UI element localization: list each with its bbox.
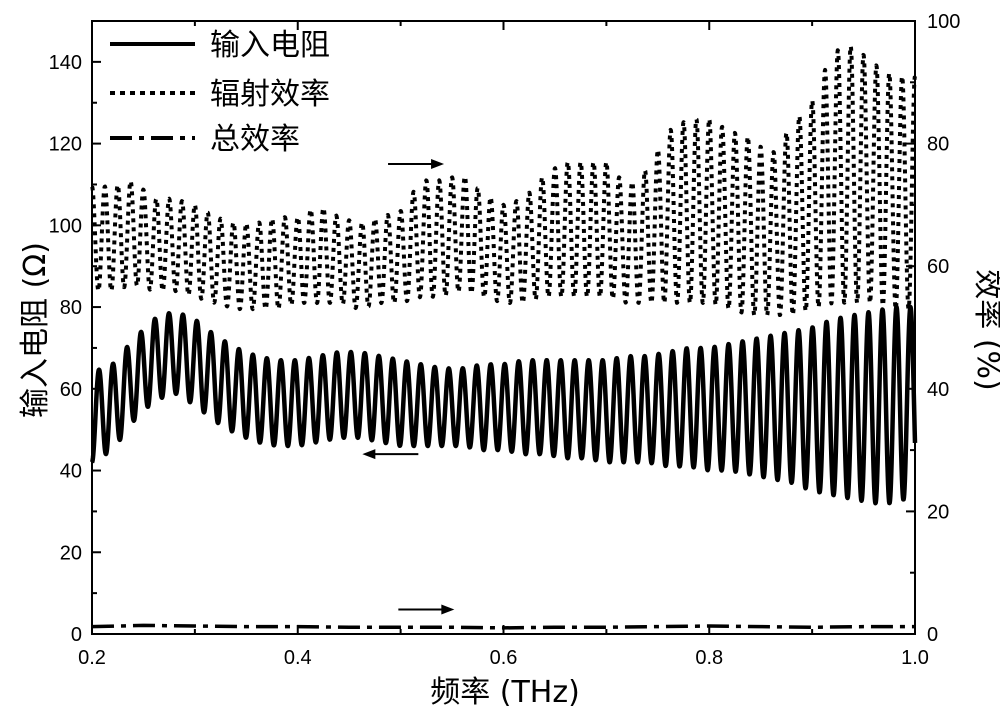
- x-tick-label: 0.2: [78, 647, 106, 669]
- x-tick-label: 0.8: [695, 647, 723, 669]
- x-tick-label: 1.0: [901, 647, 929, 669]
- y-left-tick-label: 40: [60, 461, 82, 483]
- y-axis-right-title: 效率 (%): [970, 269, 1000, 390]
- y-right-tick-label: 100: [927, 11, 960, 33]
- y-right-tick-label: 20: [927, 501, 949, 523]
- y-axis-left-title: 输入电阻 (Ω): [18, 242, 53, 418]
- annotation-arrow-head: [362, 449, 376, 460]
- y-left-tick-label: 0: [71, 624, 82, 646]
- y-right-tick-label: 40: [927, 379, 949, 401]
- ticks-layer: 0.2 0.4 0.6 0.8 1.00204060801001201400204060…: [49, 11, 961, 669]
- x-axis-title: 频率 (THz): [430, 675, 580, 710]
- legend-label-input-resistance: 输入电阻: [210, 28, 330, 63]
- y-left-tick-label: 140: [49, 52, 82, 74]
- series-line-input-resistance: [89, 304, 918, 506]
- y-left-tick-label: 60: [60, 379, 82, 401]
- annotation-arrow-head: [441, 604, 455, 615]
- y-left-tick-label: 20: [60, 542, 82, 564]
- legend-label-radiation-efficiency: 辐射效率: [210, 77, 330, 112]
- legend-label-total-efficiency: 总效率: [210, 122, 300, 157]
- x-tick-label: 0.4: [284, 647, 312, 669]
- y-left-tick-label: 120: [49, 134, 82, 156]
- annotation-arrows: [362, 159, 455, 615]
- y-right-tick-label: 80: [927, 134, 949, 156]
- y-left-tick-label: 100: [49, 215, 82, 237]
- series-line-radiation-efficiency: [90, 44, 917, 318]
- plot-frame: [91, 20, 916, 635]
- y-left-tick-label: 80: [60, 297, 82, 319]
- x-tick-label: 0.6: [490, 647, 518, 669]
- legend: 输入电阻 辐射效率 总效率: [110, 28, 330, 157]
- y-right-tick-label: 0: [927, 624, 938, 646]
- y-right-tick-label: 60: [927, 256, 949, 278]
- annotation-arrow-head: [431, 159, 445, 170]
